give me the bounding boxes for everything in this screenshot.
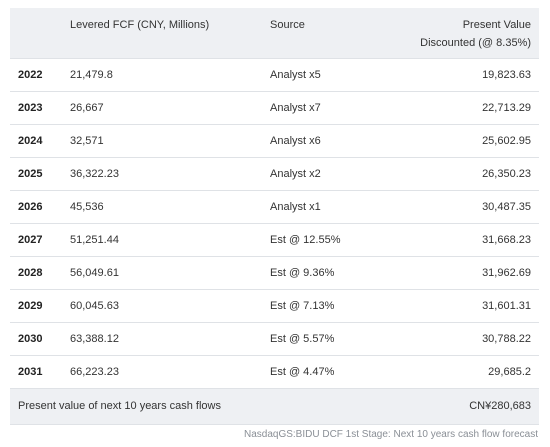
- row-present-value: 29,685.2: [402, 355, 539, 389]
- dcf-forecast-table: Levered FCF (CNY, Millions) Source Prese…: [10, 8, 539, 425]
- row-source: Est @ 9.36%: [262, 256, 402, 290]
- row-source: Analyst x2: [262, 157, 402, 191]
- table-row: 2031 66,223.23 Est @ 4.47% 29,685.2: [10, 355, 539, 389]
- row-fcf: 36,322.23: [62, 157, 262, 191]
- table-header-row: Levered FCF (CNY, Millions) Source Prese…: [10, 8, 539, 59]
- row-present-value: 19,823.63: [402, 58, 539, 92]
- row-fcf: 63,388.12: [62, 322, 262, 356]
- table-row: 2023 26,667 Analyst x7 22,713.29: [10, 91, 539, 125]
- row-fcf: 56,049.61: [62, 256, 262, 290]
- row-source: Est @ 12.55%: [262, 223, 402, 257]
- row-source: Est @ 4.47%: [262, 355, 402, 389]
- row-present-value: 31,962.69: [402, 256, 539, 290]
- row-year: 2025: [10, 157, 62, 191]
- row-present-value: 25,602.95: [402, 124, 539, 158]
- row-year: 2023: [10, 91, 62, 125]
- row-fcf: 66,223.23: [62, 355, 262, 389]
- total-label: Present value of next 10 years cash flow…: [10, 388, 402, 425]
- table-row: 2028 56,049.61 Est @ 9.36% 31,962.69: [10, 256, 539, 290]
- row-present-value: 30,788.22: [402, 322, 539, 356]
- row-year: 2029: [10, 289, 62, 323]
- table-row: 2024 32,571 Analyst x6 25,602.95: [10, 124, 539, 158]
- total-row: Present value of next 10 years cash flow…: [10, 388, 539, 425]
- table-row: 2027 51,251.44 Est @ 12.55% 31,668.23: [10, 223, 539, 257]
- table-row: 2022 21,479.8 Analyst x5 19,823.63: [10, 58, 539, 92]
- row-fcf: 60,045.63: [62, 289, 262, 323]
- header-present-value: Present Value Discounted (@ 8.35%): [402, 8, 539, 59]
- row-year: 2028: [10, 256, 62, 290]
- header-present-value-line2: Discounted (@ 8.35%): [420, 37, 531, 49]
- row-fcf: 45,536: [62, 190, 262, 224]
- row-year: 2030: [10, 322, 62, 356]
- row-fcf: 51,251.44: [62, 223, 262, 257]
- header-present-value-line1: Present Value: [462, 19, 531, 31]
- row-source: Analyst x6: [262, 124, 402, 158]
- row-year: 2024: [10, 124, 62, 158]
- table-row: 2029 60,045.63 Est @ 7.13% 31,601.31: [10, 289, 539, 323]
- table-row: 2025 36,322.23 Analyst x2 26,350.23: [10, 157, 539, 191]
- row-year: 2022: [10, 58, 62, 92]
- row-source: Est @ 5.57%: [262, 322, 402, 356]
- row-present-value: 31,668.23: [402, 223, 539, 257]
- row-source: Analyst x1: [262, 190, 402, 224]
- source-footnote: NasdaqGS:BIDU DCF 1st Stage: Next 10 yea…: [243, 429, 538, 440]
- row-present-value: 26,350.23: [402, 157, 539, 191]
- row-fcf: 32,571: [62, 124, 262, 158]
- header-year: [10, 8, 62, 59]
- total-value: CN¥280,683: [402, 388, 539, 425]
- row-fcf: 26,667: [62, 91, 262, 125]
- row-year: 2031: [10, 355, 62, 389]
- header-levered-fcf: Levered FCF (CNY, Millions): [62, 8, 262, 59]
- row-fcf: 21,479.8: [62, 58, 262, 92]
- row-source: Analyst x7: [262, 91, 402, 125]
- table-body: 2022 21,479.8 Analyst x5 19,823.63 2023 …: [10, 58, 539, 425]
- row-present-value: 30,487.35: [402, 190, 539, 224]
- table-row: 2030 63,388.12 Est @ 5.57% 30,788.22: [10, 322, 539, 356]
- row-source: Est @ 7.13%: [262, 289, 402, 323]
- table-row: 2026 45,536 Analyst x1 30,487.35: [10, 190, 539, 224]
- row-present-value: 31,601.31: [402, 289, 539, 323]
- row-present-value: 22,713.29: [402, 91, 539, 125]
- row-year: 2026: [10, 190, 62, 224]
- header-source: Source: [262, 8, 402, 59]
- row-source: Analyst x5: [262, 58, 402, 92]
- row-year: 2027: [10, 223, 62, 257]
